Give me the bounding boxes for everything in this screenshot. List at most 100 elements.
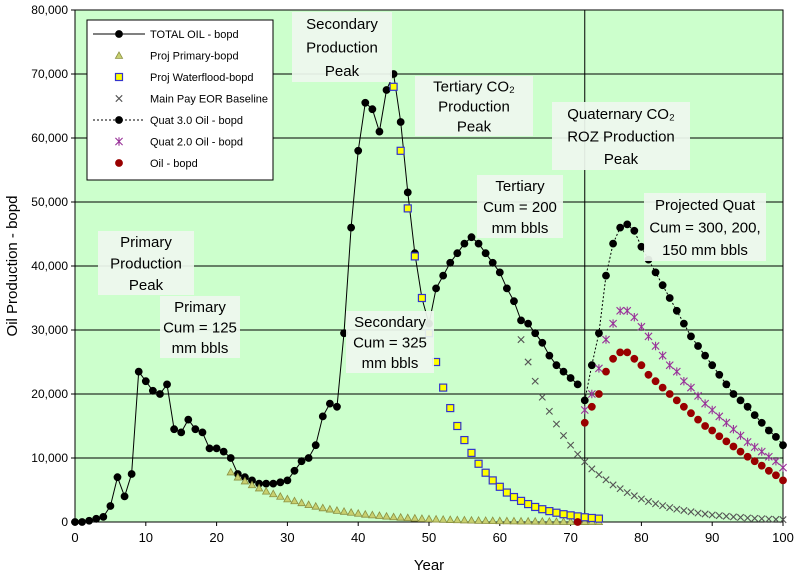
- y-tick-label: 0: [61, 515, 68, 529]
- data-point: [403, 188, 412, 197]
- legend-entry: Quat 2.0 Oil - bopd: [115, 137, 243, 149]
- data-point: [446, 258, 455, 267]
- legend-entry: Oil - bopd: [115, 158, 198, 170]
- x-tick-label: 100: [772, 530, 794, 545]
- data-point: [304, 454, 313, 462]
- data-point: [106, 502, 115, 510]
- series-total-oil-bopd: [71, 70, 582, 526]
- data-point: [772, 515, 780, 523]
- data-point: [708, 426, 717, 435]
- data-point: [382, 86, 391, 94]
- data-point: [354, 146, 363, 155]
- data-point: [510, 297, 518, 306]
- data-point: [134, 367, 143, 376]
- annotation-text: Primary: [174, 299, 226, 316]
- annotation-background: [98, 231, 194, 295]
- annotation-background: [160, 296, 240, 358]
- data-point: [141, 377, 150, 386]
- data-point: [517, 316, 525, 325]
- data-point: [346, 507, 356, 516]
- annotation-text: Cum = 125: [163, 320, 237, 337]
- legend-label: Main Pay EOR Baseline: [150, 94, 268, 106]
- legend-marker: [115, 159, 123, 167]
- data-point: [701, 399, 710, 408]
- x-tick-label: 60: [493, 530, 507, 545]
- data-point: [637, 322, 646, 331]
- annotation-box: Tertiary Cum = 200 mm bbls: [477, 175, 563, 238]
- data-point: [743, 452, 752, 461]
- data-point: [247, 480, 257, 489]
- data-point: [665, 294, 674, 302]
- data-point: [616, 348, 625, 357]
- data-point: [602, 335, 610, 344]
- data-point: [594, 364, 603, 373]
- y-tick-label: 30,000: [31, 323, 68, 337]
- data-point: [616, 485, 624, 493]
- data-point: [545, 517, 554, 525]
- data-point: [694, 509, 702, 517]
- data-point: [573, 380, 582, 389]
- data-point: [375, 511, 384, 519]
- data-point: [297, 457, 306, 466]
- data-point: [432, 284, 440, 293]
- data-point: [559, 432, 568, 440]
- data-point: [764, 452, 773, 461]
- data-point: [573, 518, 582, 526]
- data-point: [99, 512, 108, 521]
- data-point: [446, 403, 455, 413]
- annotation-background: [477, 175, 563, 238]
- data-point: [559, 367, 568, 376]
- data-point: [318, 412, 327, 421]
- data-point: [233, 472, 243, 481]
- data-point: [205, 444, 214, 453]
- annotation-text: Cum = 200: [483, 199, 557, 216]
- data-point: [261, 486, 271, 495]
- legend: TOTAL OIL - bopd Proj Primary-bopd Proj Wa…: [86, 19, 274, 181]
- data-point: [566, 517, 575, 525]
- series-main-pay-eor-baseline: [517, 336, 787, 524]
- data-point: [290, 466, 299, 475]
- data-point: [750, 411, 759, 420]
- data-point: [262, 479, 271, 488]
- legend-label: Oil - bopd: [150, 158, 198, 170]
- data-point: [666, 504, 674, 512]
- legend-label: Proj Primary-bopd: [150, 51, 239, 63]
- data-point: [375, 127, 384, 136]
- data-point: [538, 505, 547, 514]
- data-point: [772, 432, 780, 441]
- data-point: [524, 358, 532, 366]
- data-point: [779, 476, 787, 485]
- data-point: [580, 396, 589, 405]
- data-point: [672, 396, 681, 405]
- data-point: [772, 471, 780, 480]
- data-point: [509, 492, 519, 502]
- data-point: [389, 512, 398, 521]
- series-layer: [71, 70, 787, 526]
- legend-marker: [114, 72, 124, 82]
- data-point: [757, 418, 766, 427]
- legend-label: Quat 3.0 Oil - bopd: [150, 115, 243, 127]
- data-point: [694, 391, 703, 401]
- data-point: [453, 515, 462, 524]
- data-point: [502, 516, 512, 525]
- data-point: [623, 348, 632, 357]
- data-point: [679, 402, 688, 411]
- y-tick-label: 60,000: [31, 131, 68, 145]
- data-point: [417, 293, 427, 303]
- legend-box: [86, 19, 274, 181]
- data-point: [588, 465, 596, 473]
- data-point: [609, 481, 617, 489]
- annotation-text: ROZ Production: [567, 129, 675, 146]
- data-point: [587, 361, 596, 370]
- series-oil-bopd: [573, 348, 787, 526]
- data-point: [438, 515, 448, 523]
- data-point: [318, 503, 328, 512]
- data-point: [595, 329, 603, 338]
- data-point: [566, 511, 575, 520]
- data-point: [736, 431, 745, 440]
- data-point: [722, 418, 731, 427]
- data-point: [516, 516, 526, 525]
- data-point: [361, 509, 370, 518]
- data-point: [163, 380, 171, 389]
- data-point: [467, 233, 476, 242]
